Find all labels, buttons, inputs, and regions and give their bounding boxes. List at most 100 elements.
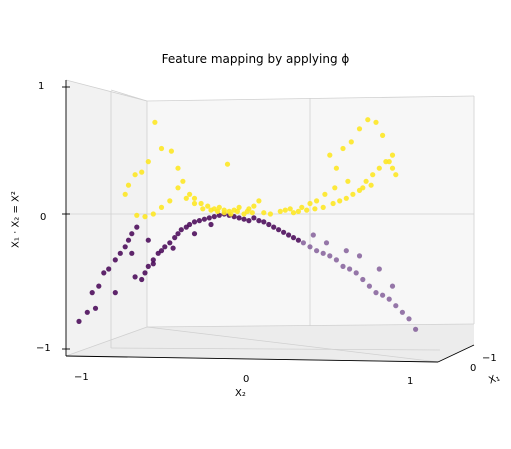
positive-point — [200, 206, 206, 212]
negative-point — [307, 244, 313, 250]
positive-point — [277, 208, 283, 214]
positive-point — [287, 206, 293, 212]
floor-pane — [66, 324, 474, 362]
negative-point — [162, 244, 168, 250]
positive-point — [145, 159, 151, 165]
negative-point — [333, 257, 339, 263]
positive-point — [256, 198, 262, 204]
negative-point — [393, 303, 399, 309]
positive-point — [365, 117, 371, 123]
negative-point — [112, 257, 118, 263]
negative-point — [261, 219, 267, 225]
negative-point — [343, 248, 349, 254]
negative-point — [286, 232, 292, 238]
z-axis-line — [437, 344, 475, 363]
negative-point — [290, 235, 297, 241]
positive-point — [368, 182, 374, 188]
negative-point — [360, 276, 366, 283]
grid-line — [110, 347, 441, 351]
positive-point — [340, 145, 346, 152]
negative-point — [76, 318, 82, 324]
positive-point — [175, 185, 181, 191]
negative-point — [300, 240, 306, 246]
y-axis-label: X₁ · X₂ = X² — [10, 191, 22, 248]
positive-point — [191, 200, 198, 207]
positive-point — [198, 200, 204, 207]
positive-point — [205, 203, 211, 209]
positive-point — [216, 204, 222, 210]
negative-point — [106, 266, 112, 272]
negative-point — [170, 245, 176, 251]
positive-point — [244, 208, 250, 214]
positive-point — [370, 172, 376, 178]
grid-line — [65, 326, 148, 357]
positive-point — [312, 206, 318, 212]
back-pane — [147, 96, 474, 327]
negative-point — [129, 250, 135, 256]
grid-line — [65, 79, 148, 102]
negative-point — [201, 216, 207, 222]
negative-point — [117, 250, 123, 256]
positive-point — [376, 165, 382, 171]
negative-point — [266, 221, 272, 228]
negative-point — [389, 283, 396, 289]
positive-point — [249, 210, 255, 216]
positive-point — [261, 210, 267, 216]
negative-point — [314, 248, 320, 254]
negative-point — [150, 261, 156, 267]
negative-point — [89, 290, 95, 296]
positive-point — [158, 145, 165, 152]
negative-point — [112, 290, 118, 296]
positive-point — [345, 178, 351, 184]
negative-point — [246, 218, 252, 224]
positive-point — [327, 152, 333, 158]
negative-point — [281, 229, 287, 235]
positive-point — [221, 210, 227, 216]
x-axis-label: X₂ — [235, 388, 246, 399]
grid-line — [146, 95, 475, 102]
negative-point — [376, 266, 382, 272]
points-group — [76, 117, 419, 332]
positive-point — [282, 207, 288, 213]
negative-point — [310, 232, 316, 238]
positive-point — [295, 208, 301, 214]
negative-point — [145, 237, 151, 243]
positive-point — [348, 139, 354, 145]
negative-point — [158, 248, 165, 254]
positive-point — [234, 208, 240, 214]
positive-point — [224, 161, 231, 167]
positive-point — [158, 204, 165, 210]
negative-point — [211, 214, 217, 220]
x-tick-mid: 0 — [243, 374, 250, 385]
negative-point — [145, 263, 151, 269]
positive-point — [290, 210, 297, 216]
negative-point — [167, 240, 173, 246]
grid-line — [110, 89, 148, 102]
positive-point — [175, 165, 181, 171]
negative-point — [101, 270, 107, 276]
positive-point — [304, 207, 310, 213]
positive-point — [125, 182, 132, 188]
positive-point — [122, 191, 128, 197]
positive-point — [142, 214, 148, 220]
negative-point — [340, 263, 346, 269]
positive-point — [251, 203, 257, 209]
positive-point — [152, 119, 158, 125]
negative-point — [208, 221, 214, 228]
positive-point — [187, 191, 193, 197]
negative-point — [399, 309, 405, 315]
x-tick-left: −1 — [74, 372, 89, 383]
negative-point — [129, 231, 135, 237]
negative-point — [295, 237, 301, 243]
negative-point — [271, 224, 277, 230]
negative-point — [366, 283, 372, 289]
grid-line — [146, 326, 439, 363]
positive-point — [373, 119, 379, 125]
positive-point — [320, 204, 326, 210]
negative-point — [406, 316, 412, 322]
positive-point — [236, 204, 242, 210]
negative-point — [216, 212, 222, 218]
positive-point — [380, 132, 386, 138]
negative-point — [150, 257, 156, 263]
positive-point — [267, 211, 273, 217]
